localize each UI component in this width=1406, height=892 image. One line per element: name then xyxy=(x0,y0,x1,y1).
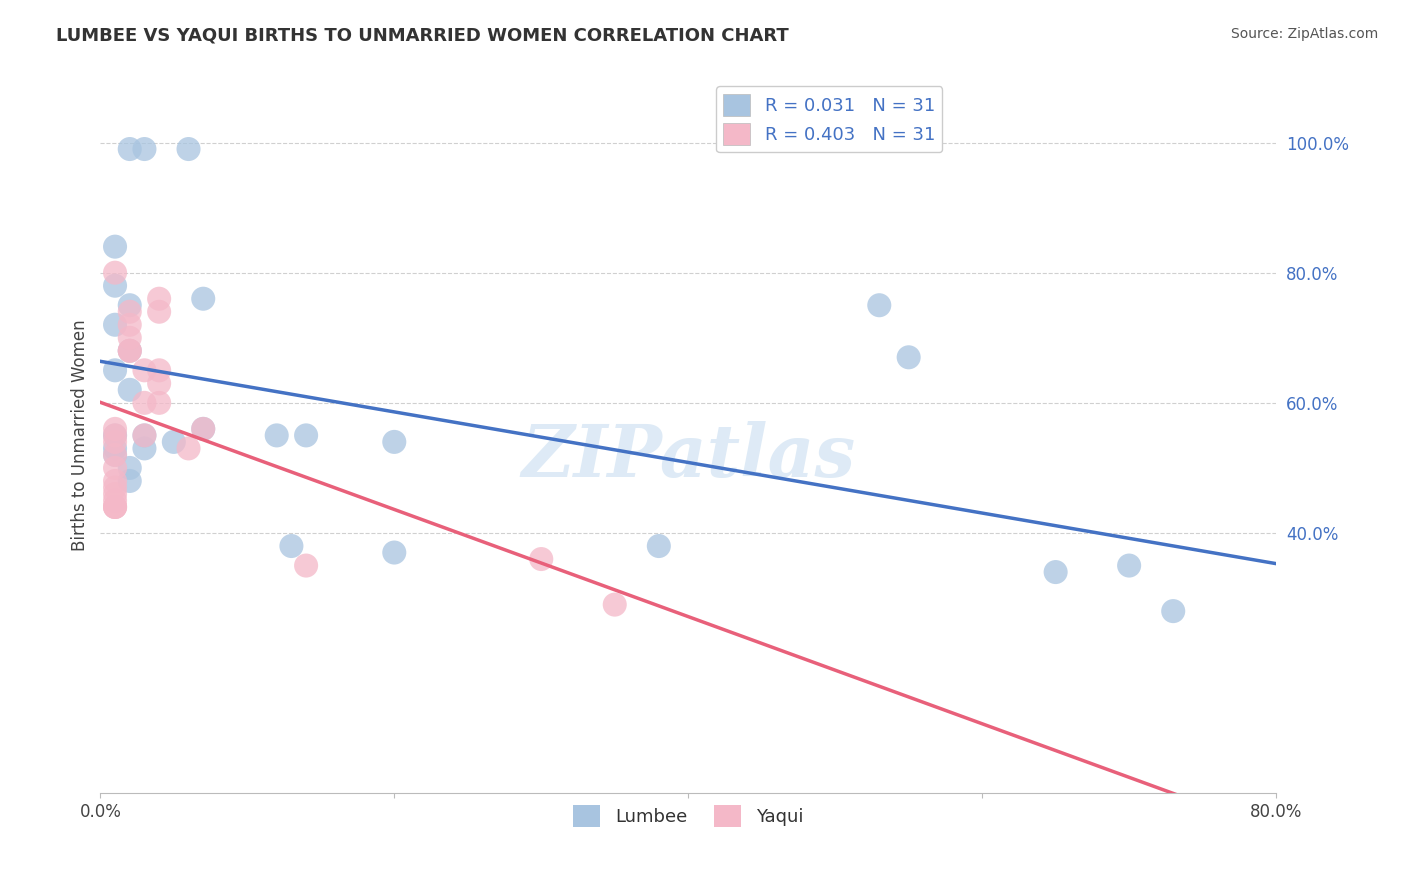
Point xyxy=(104,428,127,442)
Point xyxy=(104,428,127,442)
Point xyxy=(897,351,920,365)
Point xyxy=(118,304,141,318)
Point xyxy=(118,461,141,475)
Point xyxy=(118,383,141,397)
Point xyxy=(193,422,215,436)
Point xyxy=(266,428,288,442)
Point xyxy=(104,363,127,377)
Point xyxy=(104,493,127,508)
Point xyxy=(104,500,127,514)
Point xyxy=(118,474,141,488)
Point xyxy=(104,474,127,488)
Point xyxy=(1045,565,1067,579)
Point xyxy=(177,442,200,456)
Point xyxy=(1118,558,1140,573)
Point xyxy=(104,266,127,280)
Point xyxy=(177,142,200,156)
Text: LUMBEE VS YAQUI BIRTHS TO UNMARRIED WOMEN CORRELATION CHART: LUMBEE VS YAQUI BIRTHS TO UNMARRIED WOME… xyxy=(56,27,789,45)
Point xyxy=(163,434,186,449)
Point xyxy=(382,545,405,559)
Point xyxy=(118,142,141,156)
Point xyxy=(382,434,405,449)
Point xyxy=(134,396,156,410)
Point xyxy=(134,428,156,442)
Point xyxy=(148,396,170,410)
Text: ZIPatlas: ZIPatlas xyxy=(522,421,855,492)
Point xyxy=(118,343,141,358)
Point xyxy=(118,343,141,358)
Point xyxy=(648,539,671,553)
Point xyxy=(104,480,127,494)
Point xyxy=(530,552,553,566)
Y-axis label: Births to Unmarried Women: Births to Unmarried Women xyxy=(72,319,89,551)
Point xyxy=(104,422,127,436)
Point xyxy=(118,318,141,332)
Point xyxy=(148,292,170,306)
Point xyxy=(148,363,170,377)
Point xyxy=(104,487,127,501)
Point xyxy=(104,278,127,293)
Point xyxy=(280,539,302,553)
Point xyxy=(104,500,127,514)
Point xyxy=(134,428,156,442)
Point xyxy=(104,434,127,449)
Point xyxy=(118,343,141,358)
Point xyxy=(104,318,127,332)
Text: Source: ZipAtlas.com: Source: ZipAtlas.com xyxy=(1230,27,1378,41)
Point xyxy=(148,304,170,318)
Point xyxy=(295,558,318,573)
Point xyxy=(603,598,626,612)
Point xyxy=(118,298,141,312)
Point xyxy=(134,363,156,377)
Point xyxy=(104,448,127,462)
Point xyxy=(134,142,156,156)
Point xyxy=(104,500,127,514)
Point xyxy=(104,461,127,475)
Point xyxy=(134,442,156,456)
Legend: Lumbee, Yaqui: Lumbee, Yaqui xyxy=(567,798,810,834)
Point xyxy=(104,240,127,254)
Point xyxy=(104,442,127,456)
Point xyxy=(193,422,215,436)
Point xyxy=(295,428,318,442)
Point xyxy=(148,376,170,391)
Point xyxy=(104,448,127,462)
Point xyxy=(1161,604,1184,618)
Point xyxy=(118,331,141,345)
Point xyxy=(193,292,215,306)
Point xyxy=(868,298,890,312)
